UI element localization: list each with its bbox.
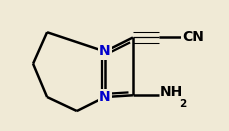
Text: 2: 2 xyxy=(179,99,187,109)
Text: NH: NH xyxy=(160,85,183,99)
Text: N: N xyxy=(99,90,111,104)
Text: CN: CN xyxy=(182,31,204,45)
Text: N: N xyxy=(99,45,111,58)
